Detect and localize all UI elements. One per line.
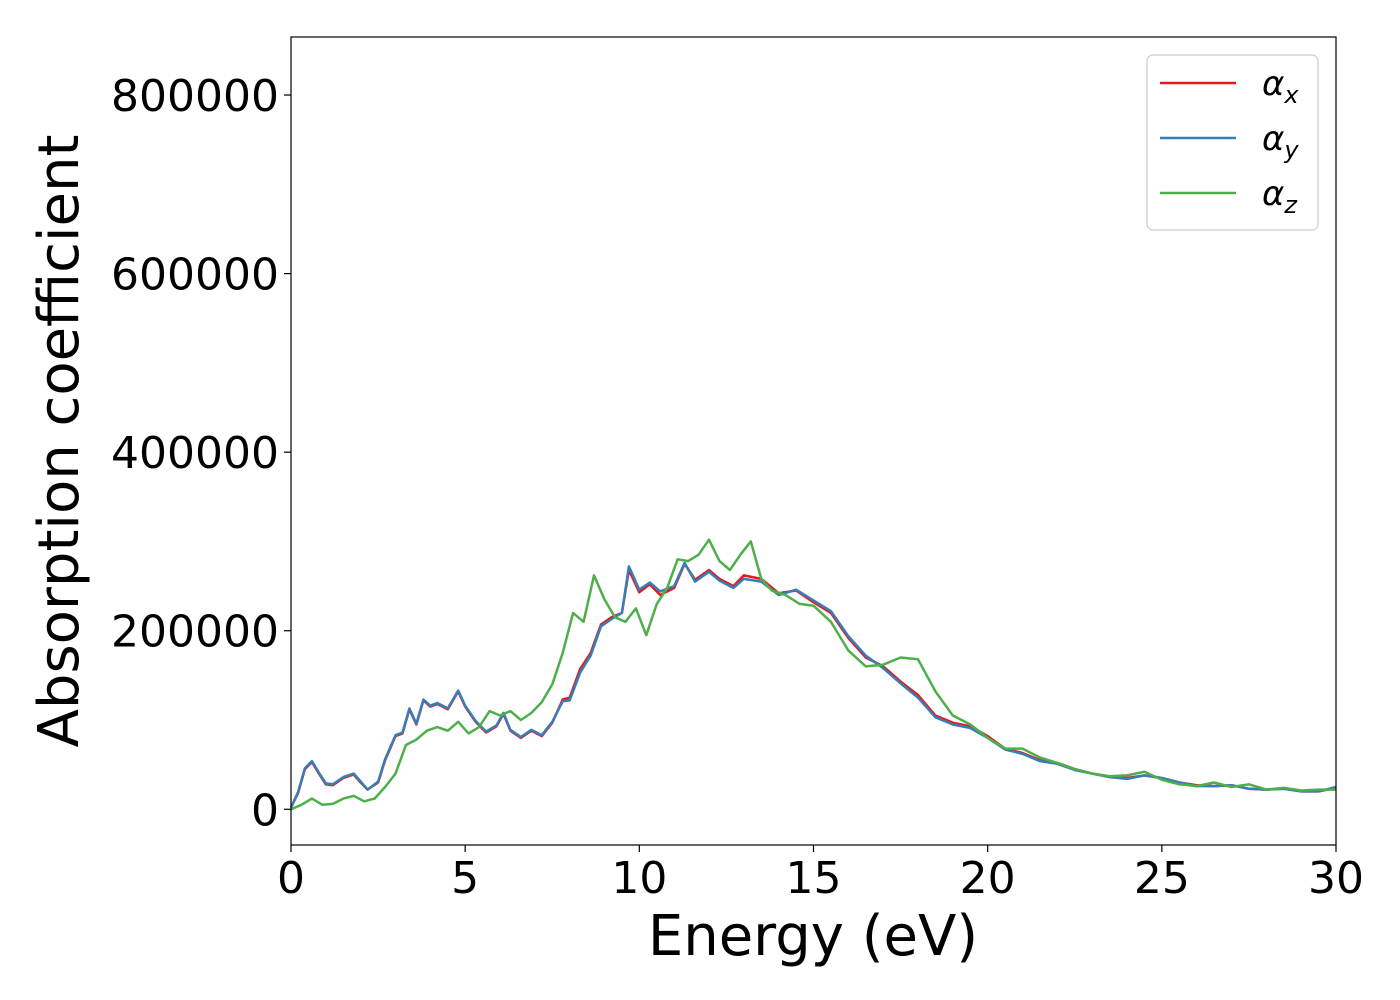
series-line-y [289, 561, 1337, 809]
x-axis-label: Energy (eV) [648, 904, 978, 969]
legend-label-y: αy [1262, 119, 1299, 164]
x-tick-label: 10 [611, 853, 667, 904]
x-tick-label: 0 [277, 853, 305, 904]
y-tick-label: 0 [251, 785, 279, 836]
x-axis-ticks: 0 5 10 15 20 25 30 [277, 845, 1364, 904]
legend-label-z: αz [1262, 174, 1298, 219]
y-axis-label: Absorption coefficient [27, 135, 92, 748]
x-tick-label: 20 [960, 853, 1016, 904]
x-tick-label: 30 [1308, 853, 1364, 904]
legend-label-x: αx [1262, 64, 1299, 109]
y-axis-ticks: 0 200000 400000 600000 800000 [111, 71, 291, 836]
series-line-z [290, 538, 1336, 811]
y-tick-label: 200000 [111, 607, 279, 658]
y-tick-label: 400000 [111, 428, 279, 479]
x-tick-label: 25 [1134, 853, 1190, 904]
y-tick-label: 800000 [111, 71, 279, 122]
legend-box [1146, 54, 1319, 231]
plot-lines [289, 538, 1337, 811]
y-tick-label: 600000 [111, 250, 279, 301]
x-tick-label: 5 [451, 853, 479, 904]
legend: αx αy αz [1146, 54, 1319, 231]
x-tick-label: 15 [786, 853, 842, 904]
